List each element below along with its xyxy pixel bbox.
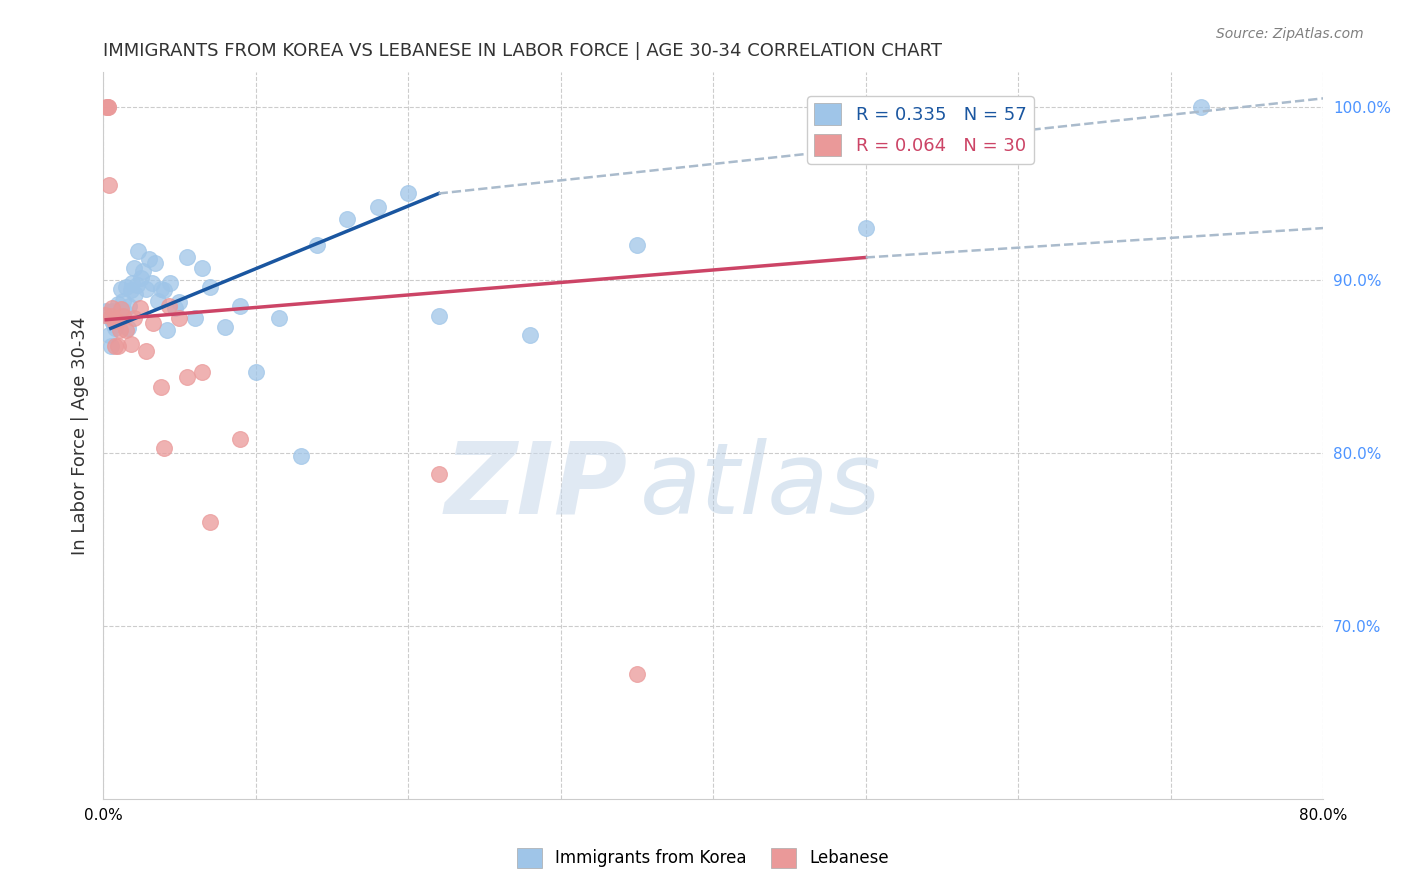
Point [153, 283, 176, 297]
Point [115, 323, 138, 337]
Point [96, 100, 118, 114]
Point [159, 277, 181, 291]
Point [146, 293, 169, 308]
Point [103, 308, 125, 322]
Point [117, 321, 139, 335]
Point [121, 277, 143, 291]
Point [519, 328, 541, 343]
Point [336, 212, 359, 227]
Point [93, 308, 115, 322]
Point [96, 304, 118, 318]
Text: Source: ZipAtlas.com: Source: ZipAtlas.com [1216, 27, 1364, 41]
Point [396, 186, 419, 201]
Point [183, 310, 205, 325]
Point [427, 467, 450, 481]
Point [135, 282, 157, 296]
Point [198, 515, 221, 529]
Legend: Immigrants from Korea, Lebanese: Immigrants from Korea, Lebanese [510, 841, 896, 875]
Point [135, 343, 157, 358]
Point [125, 278, 148, 293]
Point [1189, 100, 1212, 114]
Point [198, 280, 221, 294]
Text: ZIP: ZIP [444, 438, 628, 535]
Point [143, 255, 166, 269]
Point [138, 252, 160, 267]
Point [290, 450, 312, 464]
Point [98, 328, 121, 343]
Point [169, 295, 191, 310]
Point [169, 310, 191, 325]
Text: IMMIGRANTS FROM KOREA VS LEBANESE IN LABOR FORCE | AGE 30-34 CORRELATION CHART: IMMIGRANTS FROM KOREA VS LEBANESE IN LAB… [103, 42, 942, 60]
Point [105, 314, 128, 328]
Point [101, 314, 124, 328]
Point [120, 337, 142, 351]
Point [115, 280, 138, 294]
Point [110, 282, 132, 296]
Point [142, 316, 165, 330]
Point [128, 301, 150, 315]
Point [118, 299, 141, 313]
Y-axis label: In Labor Force | Age 30-34: In Labor Force | Age 30-34 [72, 317, 89, 555]
Text: atlas: atlas [640, 438, 882, 535]
Point [103, 314, 125, 328]
Point [427, 310, 450, 324]
Point [245, 365, 267, 379]
Point [191, 365, 214, 379]
Point [150, 380, 173, 394]
Point [267, 310, 290, 325]
Point [103, 318, 125, 332]
Point [191, 260, 214, 275]
Point [229, 299, 252, 313]
Point [107, 297, 129, 311]
Point [132, 264, 155, 278]
Point [626, 238, 648, 252]
Point [114, 304, 136, 318]
Point [122, 260, 145, 275]
Point [110, 302, 132, 317]
Point [150, 282, 173, 296]
Point [101, 304, 124, 318]
Point [105, 304, 128, 318]
Point [163, 301, 186, 315]
Point [156, 323, 179, 337]
Legend: R = 0.335   N = 57, R = 0.064   N = 30: R = 0.335 N = 57, R = 0.064 N = 30 [807, 96, 1033, 163]
Point [176, 369, 198, 384]
Point [100, 310, 122, 324]
Point [97, 100, 120, 114]
Point [214, 319, 236, 334]
Point [141, 277, 163, 291]
Point [176, 251, 198, 265]
Point [111, 293, 134, 308]
Point [367, 200, 389, 214]
Point [157, 299, 180, 313]
Point [153, 441, 176, 455]
Point [305, 238, 328, 252]
Point [111, 310, 134, 324]
Point [122, 310, 145, 325]
Point [124, 286, 146, 301]
Point [97, 310, 120, 324]
Point [107, 339, 129, 353]
Point [129, 271, 152, 285]
Point [104, 321, 127, 335]
Point [97, 100, 120, 114]
Point [120, 283, 142, 297]
Point [108, 308, 131, 322]
Point [100, 310, 122, 325]
Point [229, 432, 252, 446]
Point [104, 339, 127, 353]
Point [127, 244, 149, 258]
Point [626, 667, 648, 681]
Point [105, 310, 128, 324]
Point [100, 339, 122, 353]
Point [108, 323, 131, 337]
Point [98, 178, 121, 192]
Point [855, 221, 877, 235]
Point [101, 301, 124, 315]
